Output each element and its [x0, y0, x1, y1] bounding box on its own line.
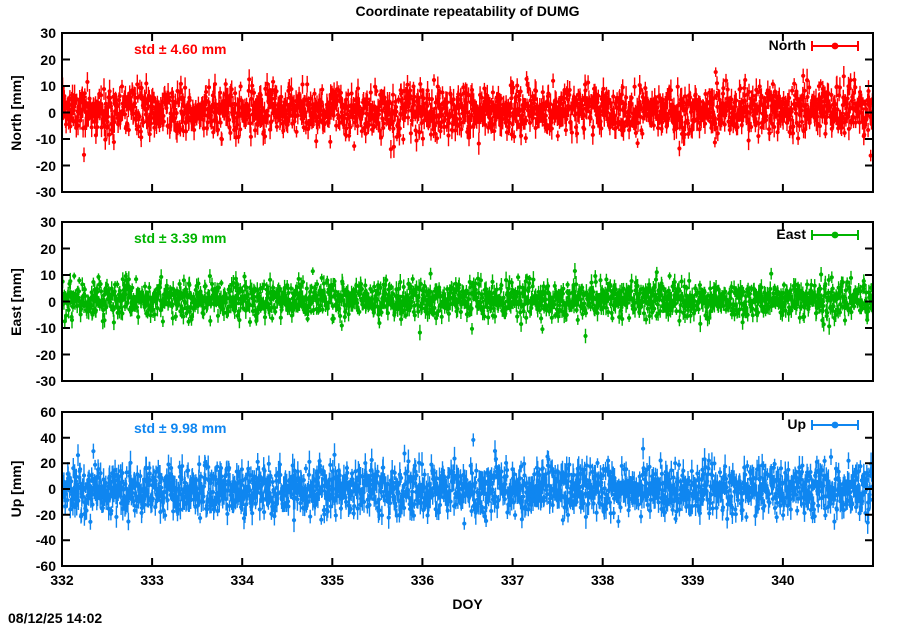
y-tick-label-north: 10 [40, 78, 56, 94]
y-tick-label-east: 0 [48, 293, 56, 310]
y-tick-label-up: -40 [35, 532, 56, 549]
y-tick-label-north: 30 [40, 25, 56, 41]
y-tick-label-up: 20 [40, 455, 56, 472]
y-tick-label-east: -20 [35, 346, 56, 363]
y-tick-label-up: 0 [48, 481, 56, 497]
x-tick-label: 335 [320, 572, 344, 588]
x-tick-label: 339 [681, 572, 705, 588]
std-annotation-north: std ± 4.60 mm [134, 41, 227, 57]
y-tick-label-east: 20 [40, 240, 56, 257]
timestamp: 08/12/25 14:02 [8, 610, 103, 626]
std-annotation-east: std ± 3.39 mm [134, 230, 227, 246]
y-tick-label-north: 20 [40, 51, 56, 68]
legend-sample-east [811, 230, 859, 240]
y-tick-label-up: 60 [40, 404, 56, 420]
legend-label-east: East [776, 226, 806, 242]
y-tick-label-east: -10 [35, 320, 56, 336]
y-tick-label-east: 30 [40, 214, 56, 230]
y-tick-label-up: 40 [40, 429, 56, 446]
y-tick-label-north: -20 [35, 157, 56, 174]
y-tick-label-east: -30 [35, 373, 56, 389]
x-tick-label: 333 [140, 572, 164, 588]
y-tick-label-up: -60 [35, 558, 56, 574]
x-tick-label: 337 [500, 572, 525, 588]
x-tick-label: 334 [230, 572, 254, 588]
std-annotation-up: std ± 9.98 mm [134, 420, 227, 436]
legend-sample-up [811, 420, 859, 430]
y-tick-label-north: 0 [48, 104, 56, 121]
y-tick-label-east: 10 [40, 267, 56, 283]
series-north [62, 66, 873, 163]
x-tick-label: 340 [771, 572, 795, 588]
x-tick-label: 332 [50, 572, 74, 588]
series-up [62, 433, 873, 534]
x-tick-label: 336 [410, 572, 435, 588]
chart-title: Coordinate repeatability of DUMG [355, 3, 580, 19]
y-tick-label-north: -30 [35, 184, 56, 200]
legend-sample-north [811, 41, 859, 51]
y-tick-label-up: -20 [35, 506, 56, 523]
x-axis-title: DOY [452, 596, 483, 612]
legend-label-north: North [768, 37, 806, 53]
series-east [62, 263, 873, 344]
legend-label-up: Up [787, 416, 806, 432]
x-tick-label: 338 [590, 572, 615, 588]
y-tick-label-north: -10 [35, 131, 56, 147]
